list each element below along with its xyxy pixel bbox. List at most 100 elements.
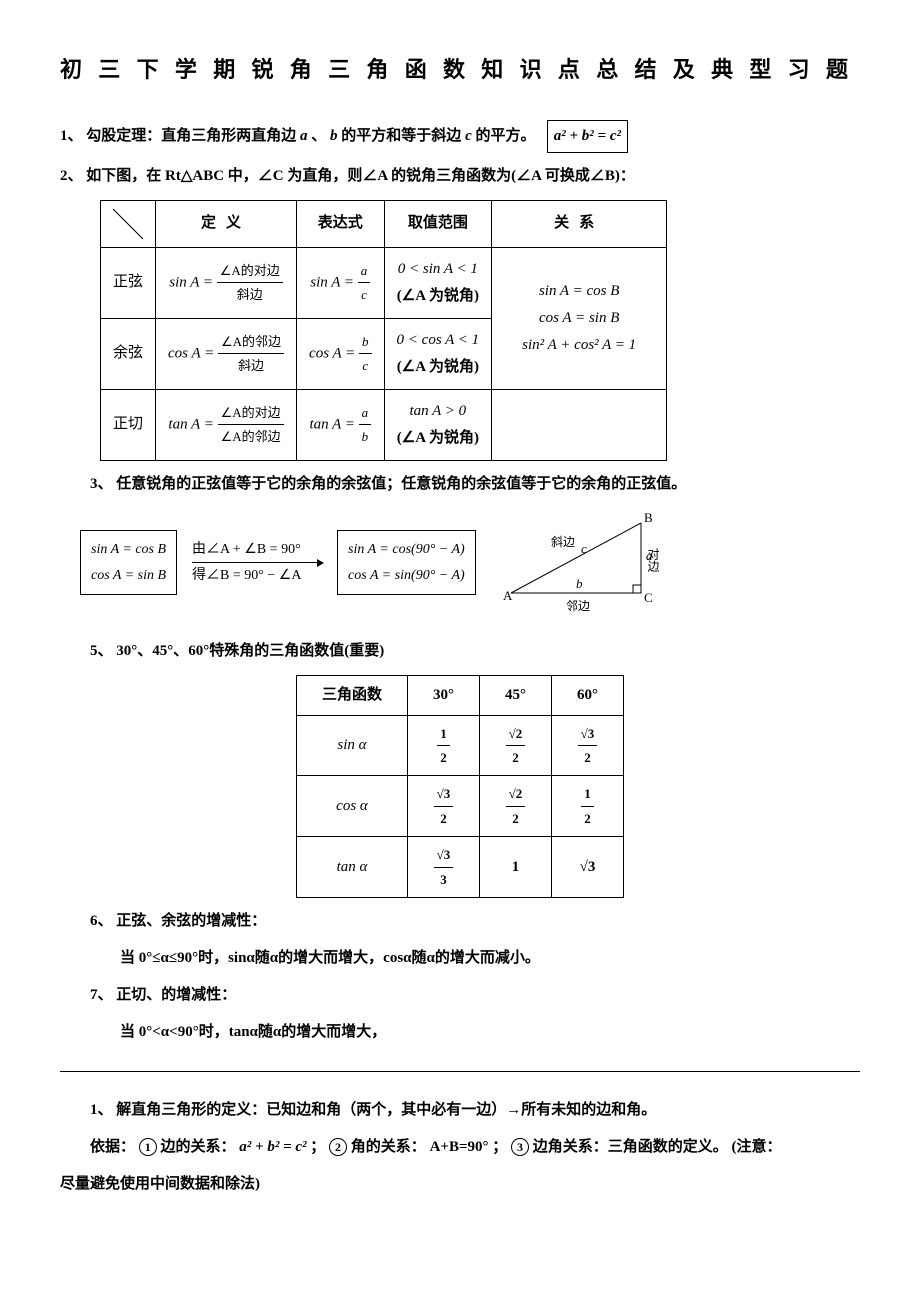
num: 7、 [90,987,113,1003]
h3: 60° [552,675,624,715]
lbl-adj: 邻边 [566,599,590,613]
bottom-1: 1、 解直角三角形的定义：已知边和角（两个，其中必有一边）→所有未知的边和角。 [90,1097,860,1124]
num: 3、 [90,476,113,492]
var-a: a [300,128,308,144]
point-3: 3、 任意锐角的正弦值等于它的余角的余弦值；任意锐角的余弦值等于它的余角的正弦值… [90,471,860,498]
fn: tan α [296,837,407,898]
fn-expr: cos A = bc [297,318,385,389]
eq2: cos A = sin(90° − A) [348,563,465,588]
box-left: sin A = cos B cos A = sin B [80,530,177,594]
lbl-c: c [581,541,587,556]
d: 2 [581,807,594,830]
rel1: sin A = cos B [522,278,636,305]
col-expr: 表达式 [297,200,385,247]
text: 任意锐角的正弦值等于它的余角的余弦值；任意锐角的余弦值等于它的余角的正弦值。 [116,476,686,492]
separator [60,1071,860,1072]
t: ； [492,1139,507,1155]
num: 6、 [90,913,113,929]
note: (∠A 为锐角) [397,283,480,310]
lbl-A: A [503,588,513,603]
row-tan: 正切 tan A = ∠A的对边∠A的邻边 tan A = ab tan A >… [101,389,667,460]
col-rel: 关系 [492,200,667,247]
row-tan: tan α √33 1 √3 [296,837,623,898]
v: 1 [480,837,552,898]
lbl-opp: 对边 [646,547,660,572]
num: 1、 [60,128,83,144]
eq1: sin A = cos B [91,537,166,562]
n: √3 [578,722,598,746]
row-cos: cos α √32 √22 12 [296,776,623,837]
label: 正切、的增减性： [116,987,236,1003]
h2: 45° [480,675,552,715]
col-def: 定义 [156,200,297,247]
num: ∠A的对边 [218,401,284,425]
fn-range: 0 < cos A < 1 (∠A 为锐角) [384,318,492,389]
pre: sin A = [310,274,354,290]
point-2: 2、 如下图，在 Rt△ABC 中，∠C 为直角，则∠A 的锐角三角函数为(∠A… [60,163,860,190]
text: 30°、45°、60°特殊角的三角函数值(重要) [116,643,384,659]
col-range: 取值范围 [384,200,492,247]
t: 角的关系： [351,1139,426,1155]
den: c [358,283,371,306]
fn-def: cos A = ∠A的邻边斜边 [156,318,297,389]
n: √3 [434,782,454,806]
note: (∠A 为锐角) [397,354,480,381]
lbl-hyp: 斜边 [551,535,575,549]
diag-cell [101,200,156,247]
d: 2 [437,746,450,769]
n: √2 [506,782,526,806]
d: 2 [578,746,598,769]
circle-1: 1 [139,1138,157,1156]
fn-range: tan A > 0 (∠A 为锐角) [384,389,492,460]
fn: sin α [296,715,407,776]
triangle-diagram: A B C c 斜边 a 对边 b 邻边 [491,508,671,618]
d: 2 [506,807,526,830]
num: 1、 [90,1102,113,1118]
fn-def: sin A = ∠A的对边斜边 [156,247,297,318]
d: 2 [506,746,526,769]
text: 勾股定理：直角三角形两直角边 [86,128,296,144]
point-1: 1、 勾股定理：直角三角形两直角边 a 、 b 的平方和等于斜边 c 的平方。 … [60,120,860,153]
pre: cos A = [168,345,214,361]
bottom-2: 依据： 1 边的关系： a² + b² = c² ； 2 角的关系： A+B=9… [90,1134,860,1161]
d: 2 [434,807,454,830]
text: 如下图，在 Rt△ABC 中，∠C 为直角，则∠A 的锐角三角函数为(∠A 可换… [86,168,635,184]
t: 边的关系： [161,1139,236,1155]
label: 正弦、余弦的增减性： [116,913,266,929]
text: 解直角三角形的定义：已知边和角（两个，其中必有一边）→所有未知的边和角。 [116,1102,656,1118]
empty [492,389,667,460]
var-c: c [465,128,472,144]
rng: 0 < sin A < 1 [397,256,480,283]
v: √3 [552,837,624,898]
relations: sin A = cos B cos A = sin B sin² A + cos… [492,247,667,389]
num: a [359,401,372,425]
row-sin: sin α 12 √22 √32 [296,715,623,776]
t: (注意： [732,1139,782,1155]
note: (∠A 为锐角) [397,425,480,452]
den: ∠A的邻边 [218,425,284,448]
point-7: 7、 正切、的增减性： [90,982,860,1009]
rel3: sin² A + cos² A = 1 [522,332,636,359]
arrow: 由∠A + ∠B = 90° 得∠B = 90° − ∠A [192,537,322,588]
fn-name: 正切 [101,389,156,460]
h0: 三角函数 [296,675,407,715]
formula: a² + b² = c² [239,1139,306,1155]
num: ∠A的邻边 [218,330,284,354]
fn-expr: sin A = ac [297,247,385,318]
arr-top: 由∠A + ∠B = 90° [192,537,322,562]
t: 边角关系：三角函数的定义。 [533,1139,728,1155]
pre: cos A = [309,345,355,361]
rel2: cos A = sin B [522,305,636,332]
fn-expr: tan A = ab [297,389,385,460]
n: 1 [437,722,450,746]
d: 3 [434,868,454,891]
n: √2 [506,722,526,746]
point-6: 6、 正弦、余弦的增减性： [90,908,860,935]
num: a [358,259,371,283]
page-title: 初三下学期锐角三角函数知识点总结及典型习题 [60,50,860,90]
pre: tan A = [309,416,354,432]
circle-2: 2 [329,1138,347,1156]
den: c [359,354,372,377]
section-3-diagram: sin A = cos B cos A = sin B 由∠A + ∠B = 9… [80,508,860,618]
eq1: sin A = cos(90° − A) [348,537,465,562]
